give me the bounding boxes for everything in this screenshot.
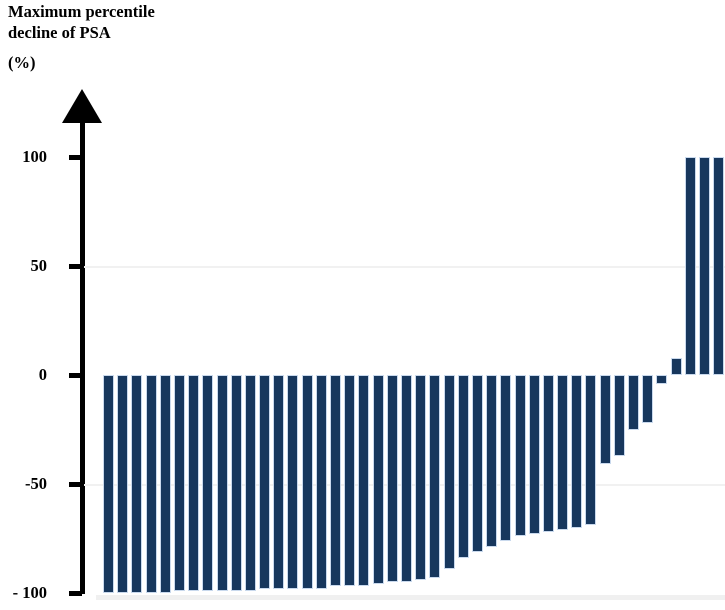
bar bbox=[131, 375, 143, 593]
chart-title-line2: decline of PSA bbox=[8, 23, 111, 42]
bar bbox=[713, 157, 725, 375]
bar bbox=[514, 375, 526, 537]
y-tick-label: 50 bbox=[30, 256, 48, 275]
bar bbox=[202, 375, 214, 591]
bar bbox=[542, 375, 554, 532]
bar bbox=[415, 375, 427, 580]
bar bbox=[216, 375, 228, 591]
y-tick bbox=[69, 481, 82, 487]
bar bbox=[273, 375, 285, 589]
bar bbox=[613, 375, 625, 456]
bar bbox=[259, 375, 271, 589]
gridline bbox=[84, 266, 725, 268]
bar bbox=[287, 375, 299, 589]
bar bbox=[103, 375, 114, 593]
bar bbox=[117, 375, 129, 593]
baseline-shadow bbox=[96, 595, 725, 600]
bar bbox=[443, 375, 455, 570]
bar bbox=[173, 375, 185, 591]
bar bbox=[230, 375, 242, 591]
bar bbox=[400, 375, 412, 583]
bar bbox=[386, 375, 398, 583]
bar bbox=[372, 375, 384, 585]
bar bbox=[429, 375, 441, 578]
bar bbox=[301, 375, 313, 589]
bar bbox=[642, 375, 654, 423]
bar bbox=[159, 375, 171, 593]
bar bbox=[599, 375, 611, 465]
bar bbox=[500, 375, 512, 541]
bar bbox=[557, 375, 569, 530]
bar bbox=[585, 375, 597, 526]
bar bbox=[315, 375, 327, 589]
chart-title: Maximum percentile decline of PSA bbox=[8, 1, 155, 43]
y-tick-label: 100 bbox=[22, 147, 47, 166]
y-tick bbox=[69, 590, 82, 596]
bar bbox=[571, 375, 583, 528]
bar bbox=[628, 375, 640, 430]
bar bbox=[330, 375, 342, 587]
y-tick bbox=[69, 263, 82, 269]
bar bbox=[528, 375, 540, 535]
bar bbox=[656, 375, 668, 384]
bar bbox=[244, 375, 256, 591]
bar bbox=[698, 157, 710, 375]
y-tick bbox=[69, 154, 82, 160]
chart-title-line1: Maximum percentile bbox=[8, 2, 155, 21]
y-axis-line bbox=[80, 118, 85, 594]
bar bbox=[188, 375, 200, 591]
bar bbox=[670, 357, 682, 375]
y-axis-unit-label: (%) bbox=[8, 53, 36, 72]
bar bbox=[486, 375, 498, 548]
y-tick-label: - 100 bbox=[12, 583, 47, 602]
arrow-up-icon bbox=[62, 89, 102, 123]
bar bbox=[145, 375, 157, 593]
bar bbox=[457, 375, 469, 559]
bar bbox=[684, 157, 696, 375]
bar bbox=[344, 375, 356, 587]
bar bbox=[471, 375, 483, 552]
y-tick-label: 0 bbox=[38, 365, 47, 384]
bar bbox=[358, 375, 370, 587]
y-tick-label: -50 bbox=[25, 474, 47, 493]
y-tick bbox=[69, 372, 82, 378]
